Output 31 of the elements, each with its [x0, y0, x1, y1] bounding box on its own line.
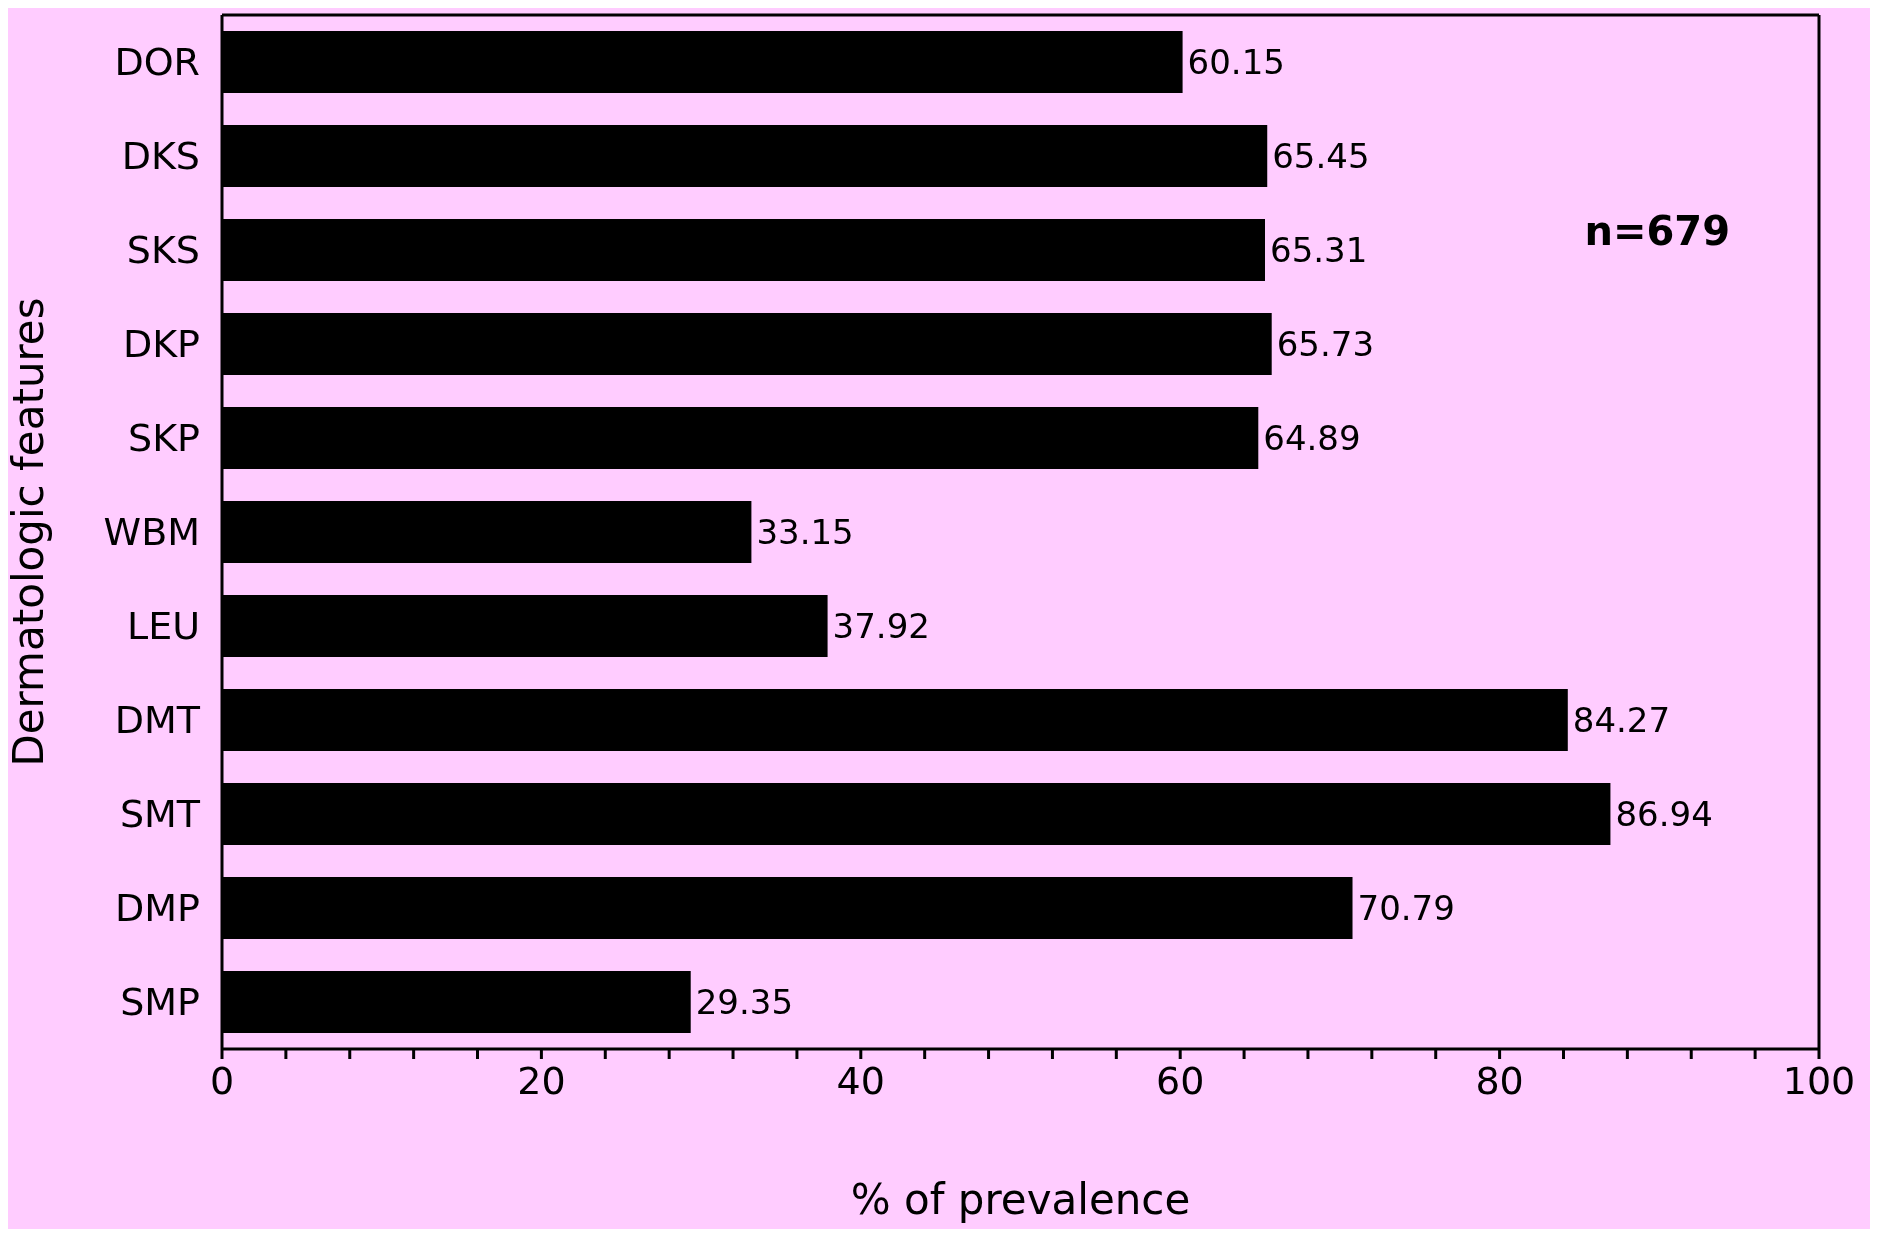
x-axis-title: % of prevalence [850, 1175, 1191, 1224]
y-tick-label: DMP [115, 886, 200, 931]
y-tick-label: DOR [114, 40, 200, 85]
x-tick-label: 60 [1156, 1058, 1205, 1103]
data-label: 84.27 [1572, 700, 1671, 741]
annotation: n=679 [1584, 208, 1730, 254]
x-tick-label: 40 [836, 1058, 885, 1103]
x-tick-label: 100 [1782, 1058, 1856, 1103]
data-label: 37.92 [832, 606, 930, 647]
data-label: 65.73 [1276, 324, 1375, 365]
y-tick-label: SKS [126, 228, 200, 273]
data-label: 64.89 [1263, 418, 1361, 459]
y-tick-label: SMT [119, 792, 201, 837]
x-tick-label: 0 [209, 1058, 235, 1103]
data-label: 33.15 [756, 512, 854, 553]
data-label: 86.94 [1615, 794, 1713, 835]
x-tick-label: 80 [1475, 1058, 1524, 1103]
y-tick-label: DKS [121, 134, 200, 179]
data-label: 65.31 [1270, 230, 1368, 271]
y-tick-label: DKP [122, 322, 200, 367]
y-tick-label: DMT [114, 698, 201, 743]
y-tick-label: SMP [120, 980, 200, 1025]
y-tick-label: WBM [103, 510, 200, 555]
y-tick-label: SKP [128, 416, 200, 461]
data-label: 70.79 [1357, 888, 1455, 929]
y-axis-title: Dermatologic features [3, 297, 53, 767]
data-label: 29.35 [695, 982, 794, 1023]
data-label: 60.15 [1187, 42, 1285, 83]
data-label: 65.45 [1272, 136, 1370, 177]
x-tick-label: 20 [517, 1058, 566, 1103]
y-tick-label: LEU [127, 604, 200, 649]
